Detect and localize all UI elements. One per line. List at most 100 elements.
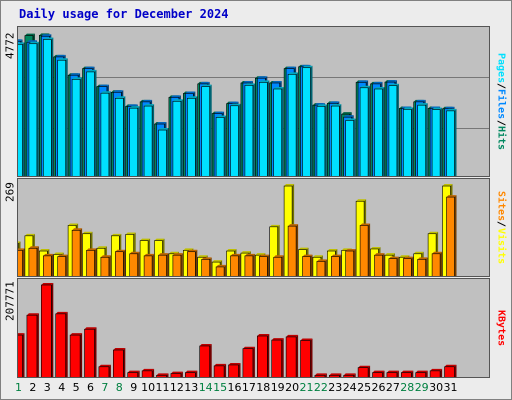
sites-bar <box>187 249 198 276</box>
day-label: 25 <box>357 381 372 394</box>
day-label: 7 <box>101 381 109 394</box>
kbytes-bar <box>185 370 198 377</box>
sites-bar <box>345 249 356 276</box>
pages-bar <box>115 96 126 176</box>
day-label: 18 <box>256 381 271 394</box>
pages-bar <box>345 118 356 176</box>
day-label: 19 <box>270 381 285 394</box>
pages-bar <box>187 96 198 176</box>
kbytes-bar <box>40 283 54 377</box>
kbytes-bar <box>242 346 255 377</box>
kbytes-bar <box>170 371 183 377</box>
pages-bar <box>259 80 270 176</box>
day-label: 29 <box>414 381 429 394</box>
sites-bar <box>158 253 169 276</box>
legend-item: Files <box>495 89 507 120</box>
pages-bar <box>244 83 255 176</box>
kbytes-bar <box>156 373 169 377</box>
day-label: 6 <box>87 381 94 394</box>
day-label: 17 <box>241 381 256 394</box>
pages-bar <box>230 103 241 176</box>
sites-bar <box>431 251 443 276</box>
day-label: 1 <box>15 381 22 394</box>
day-label: 3 <box>43 381 51 394</box>
legend-item: / <box>495 83 507 90</box>
sites-bar <box>143 253 155 276</box>
pages-bar <box>417 103 428 176</box>
sites-bar <box>330 254 342 276</box>
day-label: 9 <box>130 381 138 394</box>
kbytes-panel <box>17 278 490 378</box>
sites-bar <box>316 259 327 276</box>
kbytes-bar <box>55 311 68 377</box>
visits-ymax-label: 269 <box>3 182 17 202</box>
day-label: 8 <box>115 381 123 394</box>
kbytes-bar <box>357 365 371 377</box>
day-axis: 1 2 3 4 5 6 7 8 9 10 11 12 13 14 15 16 17 18 19 20 21 22 23 24 2… <box>0 381 512 395</box>
kbytes-bar <box>26 313 39 377</box>
kbytes-bar <box>429 368 443 377</box>
day-label: 30 <box>429 381 444 394</box>
kbytes-bar <box>372 370 385 377</box>
sites-bar <box>57 254 68 276</box>
kbytes-bar <box>257 334 270 377</box>
pages-bar <box>129 106 140 176</box>
day-label: 5 <box>72 381 80 394</box>
hits-files-pages-legend: Pages / Files / Hits <box>493 26 509 177</box>
legend-item: Pages <box>495 53 507 84</box>
sites-bar <box>230 253 241 276</box>
chart-title: Daily usage for December 2024 <box>19 7 229 21</box>
kbytes-chart <box>18 283 457 377</box>
visits-sites-chart <box>18 184 457 276</box>
day-label: 21 <box>299 381 314 394</box>
legend-item: / <box>495 221 507 228</box>
kbytes-bar <box>400 370 414 377</box>
pages-bar <box>431 107 443 176</box>
kbytes-bar <box>328 373 342 377</box>
sites-bar <box>86 248 97 276</box>
sites-bar <box>71 228 83 276</box>
kbytes-bar <box>343 373 356 377</box>
sites-bar <box>287 224 299 276</box>
pages-bar <box>316 104 327 176</box>
sites-bar <box>215 264 227 276</box>
day-label: 4 <box>58 381 66 394</box>
pages-bar <box>100 91 111 176</box>
day-label: 14 <box>198 381 213 394</box>
kbytes-bar <box>386 370 399 377</box>
pages-bar <box>388 83 399 176</box>
sites-bar <box>28 246 39 276</box>
pages-bar <box>28 41 39 176</box>
legend-item: KBytes <box>495 309 507 347</box>
pages-bar <box>287 72 299 176</box>
legend-item: Hits <box>495 125 507 150</box>
sites-bar <box>359 223 371 276</box>
sites-bar <box>129 251 140 276</box>
sites-bar <box>273 255 284 276</box>
kbytes-bar <box>285 334 299 377</box>
hits-ymax-label: 4772 <box>3 32 17 60</box>
kbytes-bar <box>127 370 140 377</box>
kbytes-ymax-label: 207771 <box>3 281 17 321</box>
pages-bar <box>330 104 342 176</box>
sites-bar <box>100 255 111 276</box>
pages-bar <box>57 58 68 176</box>
hits-files-pages-panel <box>17 26 490 177</box>
day-label: 15 <box>213 381 228 394</box>
day-label: 31 <box>443 381 458 394</box>
day-label: 16 <box>227 381 242 394</box>
sites-bar <box>115 249 126 276</box>
sites-bar <box>42 253 54 276</box>
kbytes-bar <box>314 373 327 377</box>
day-label: 2 <box>29 381 37 394</box>
day-label: 12 <box>169 381 184 394</box>
pages-bar <box>71 77 83 176</box>
pages-bar <box>402 107 414 176</box>
pages-bar <box>446 108 457 176</box>
sites-bar <box>172 253 183 276</box>
visits-sites-legend: Sites / Visits <box>493 178 509 277</box>
day-label: 20 <box>285 381 300 394</box>
visits-sites-panel <box>17 178 490 277</box>
kbytes-bar <box>415 370 428 377</box>
pages-bar <box>215 115 227 176</box>
